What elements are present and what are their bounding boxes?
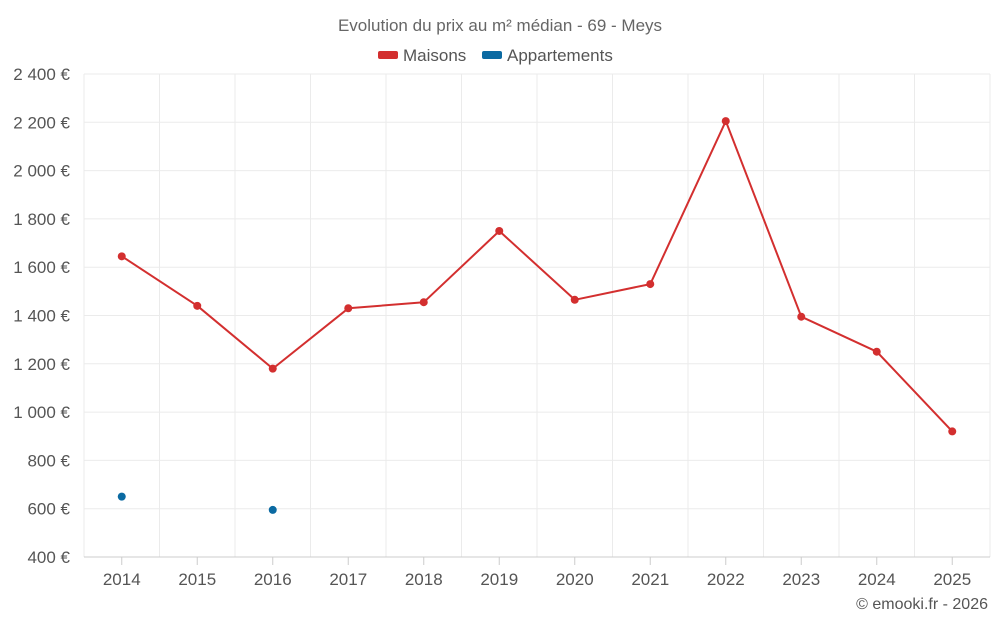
x-tick-label: 2016 (254, 570, 292, 589)
data-point-appartements[interactable] (117, 492, 126, 501)
y-tick-label: 2 000 € (13, 162, 70, 181)
y-tick-label: 800 € (27, 451, 70, 470)
data-point-maisons[interactable] (721, 117, 730, 126)
y-tick-label: 1 200 € (13, 355, 70, 374)
series-layer (117, 117, 957, 514)
x-tick-label: 2024 (858, 570, 896, 589)
data-point-maisons[interactable] (570, 295, 579, 304)
legend: Maisons Appartements (378, 46, 613, 65)
data-point-maisons[interactable] (872, 347, 881, 356)
x-tick-label: 2018 (405, 570, 443, 589)
data-point-maisons[interactable] (419, 298, 428, 307)
x-tick-label: 2019 (480, 570, 518, 589)
data-point-maisons[interactable] (646, 280, 655, 289)
data-point-appartements[interactable] (268, 505, 277, 514)
series-line-maisons (121, 120, 954, 433)
data-point-maisons[interactable] (495, 226, 504, 235)
x-axis: 2014 2015 2016 2017 2018 2019 2020 2021 2022 2023… (84, 556, 990, 589)
x-tick-label: 2025 (933, 570, 971, 589)
data-point-maisons[interactable] (117, 252, 126, 261)
y-tick-label: 1 600 € (13, 258, 70, 277)
y-tick-label: 1 800 € (13, 210, 70, 229)
legend-label-maisons[interactable]: Maisons (403, 46, 466, 65)
y-tick-label: 1 000 € (13, 403, 70, 422)
x-tick-label: 2015 (178, 570, 216, 589)
x-tick-label: 2022 (707, 570, 745, 589)
y-axis: 400 € 600 € 800 € 1 000 € 1 200 € 1 400 € 1 60… (13, 65, 70, 567)
legend-swatch-maisons (378, 51, 398, 59)
y-tick-label: 2 200 € (13, 113, 70, 132)
data-point-maisons[interactable] (797, 312, 806, 321)
data-point-maisons[interactable] (268, 364, 277, 373)
x-tick-label: 2021 (631, 570, 669, 589)
x-tick-label: 2023 (782, 570, 820, 589)
data-point-maisons[interactable] (193, 301, 202, 310)
data-point-maisons[interactable] (948, 427, 957, 436)
y-tick-label: 1 400 € (13, 307, 70, 326)
legend-swatch-appartements (482, 51, 502, 59)
y-tick-label: 400 € (27, 548, 70, 567)
x-tick-label: 2017 (329, 570, 367, 589)
y-tick-label: 2 400 € (13, 65, 70, 84)
grid (83, 73, 991, 557)
x-tick-label: 2014 (103, 570, 141, 589)
legend-label-appartements[interactable]: Appartements (507, 46, 613, 65)
y-tick-label: 600 € (27, 500, 70, 519)
data-point-maisons[interactable] (344, 304, 353, 313)
chart-title: Evolution du prix au m² médian - 69 - Me… (338, 16, 662, 35)
x-tick-label: 2020 (556, 570, 594, 589)
credit-text: © emooki.fr - 2026 (856, 596, 988, 613)
